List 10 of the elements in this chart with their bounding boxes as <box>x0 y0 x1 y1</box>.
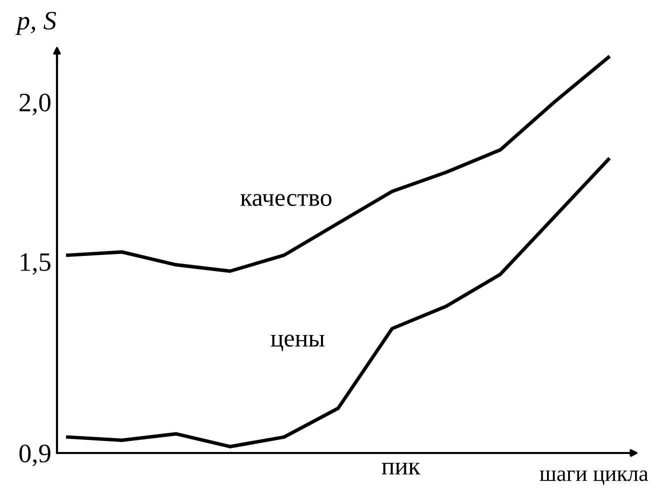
y-axis-title: p, S <box>15 12 56 35</box>
line-series <box>66 56 610 273</box>
line-series <box>66 158 610 448</box>
y-tick-label: 2,0 <box>20 94 50 116</box>
annotation: цены <box>270 334 324 352</box>
y-tick-label: 1,5 <box>20 253 50 275</box>
annotation: качество <box>240 194 332 206</box>
text: пик <box>382 462 420 474</box>
x-axis-title: шаги цикла <box>540 470 648 486</box>
y-tick-label: 0,9 <box>19 444 50 466</box>
